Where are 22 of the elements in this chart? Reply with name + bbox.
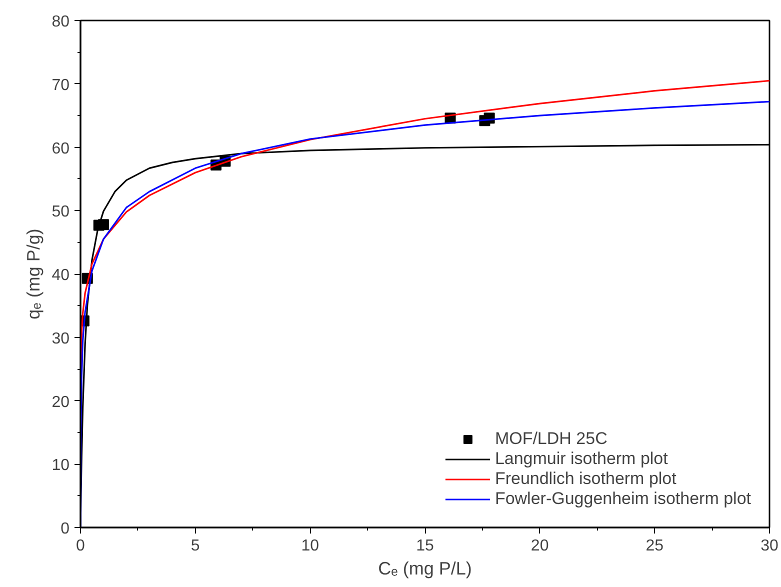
x-tick-label: 20: [530, 538, 549, 554]
x-axis-title: Cₑ (mg P/L): [378, 558, 472, 578]
x-tick-label: 25: [646, 538, 664, 554]
y-tick-label: 30: [52, 330, 70, 348]
x-tick-label: 5: [190, 538, 200, 554]
y-axis-title: qₑ (mg P/g): [24, 228, 44, 320]
x-tick-label: 30: [760, 538, 778, 554]
y-tick-label: 0: [60, 520, 70, 538]
y-tick-label: 50: [52, 204, 70, 221]
x-tick-label: 0: [76, 538, 86, 554]
legend-label: Langmuir isotherm plot: [494, 449, 668, 469]
y-tick-label: 70: [52, 76, 70, 94]
y-tick-label: 20: [52, 394, 70, 411]
y-tick-label: 40: [52, 267, 70, 284]
x-tick-label: 10: [301, 538, 320, 554]
y-tick-label: 60: [52, 140, 70, 158]
x-tick-label: 15: [416, 538, 434, 554]
legend-label: Fowler-Guggenheim isotherm plot: [494, 489, 751, 509]
y-tick-label: 10: [52, 457, 70, 474]
legend-label: MOF/LDH 25C: [494, 429, 608, 449]
legend-label: Freundlich isotherm plot: [494, 469, 676, 489]
y-tick-label: 80: [52, 14, 70, 30]
